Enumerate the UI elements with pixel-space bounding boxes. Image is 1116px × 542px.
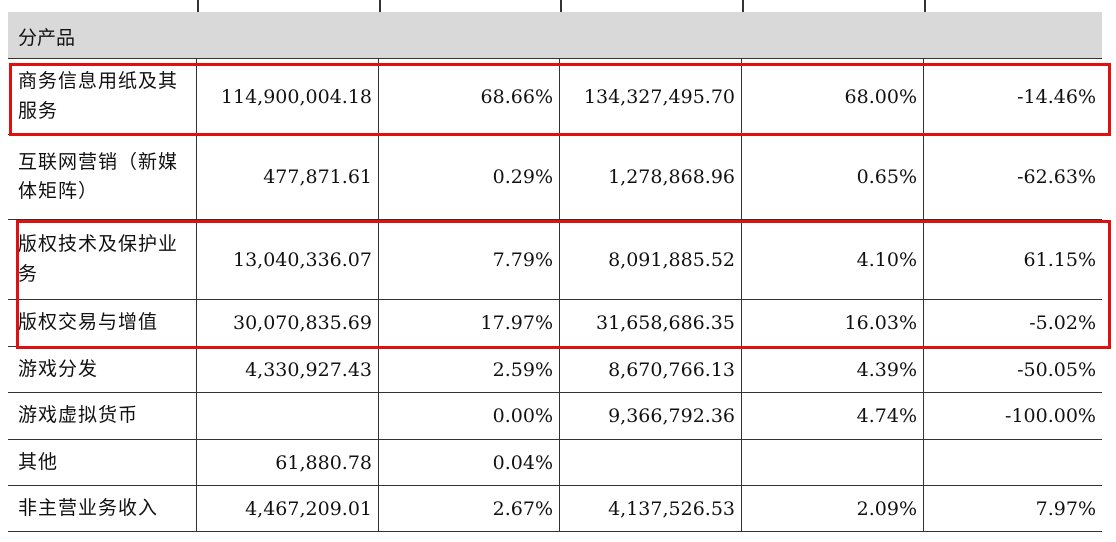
current-amount [197,393,379,439]
row-label: 商务信息用纸及其服务 [8,59,197,134]
column-divider [560,0,562,12]
prior-amount: 8,670,766.13 [560,347,742,392]
column-divider [379,0,381,12]
current-share: 0.00% [379,393,560,439]
table-row: 非主营业务收入 4,467,209.01 2.67% 4,137,526.53 … [8,486,1102,532]
table-row: 版权交易与增值 30,070,835.69 17.97% 31,658,686.… [8,300,1102,347]
prior-share: 68.00% [742,59,924,134]
change-rate [924,440,1102,485]
current-share: 2.59% [379,347,560,392]
row-label: 互联网营销（新媒体矩阵） [8,135,197,219]
row-label: 游戏虚拟货币 [8,393,197,439]
prior-share: 0.65% [742,135,924,219]
current-share: 0.29% [379,135,560,219]
prior-amount: 31,658,686.35 [560,300,742,346]
change-rate: -5.02% [1029,312,1096,334]
column-divider [197,0,199,12]
row-label: 版权技术及保护业务 [8,220,197,299]
prior-amount: 8,091,885.52 [560,220,742,299]
change-rate: 61.15% [1023,248,1096,271]
row-label: 游戏分发 [8,347,197,392]
prior-amount: 134,327,495.70 [560,59,742,134]
current-amount: 114,900,004.18 [197,59,379,134]
prior-share [742,440,924,485]
current-share: 0.04% [379,440,560,485]
current-share: 68.66% [379,59,560,134]
prior-amount: 1,278,868.96 [560,135,742,219]
prior-share: 16.03% [742,300,924,346]
section-header: 分产品 [8,12,1102,59]
change-rate: -62.63% [1017,166,1096,188]
current-amount: 4,330,927.43 [197,347,379,392]
section-label: 分产品 [18,27,76,49]
row-label: 版权交易与增值 [8,300,197,346]
change-rate: 7.97% [1035,497,1096,520]
row-label: 其他 [8,440,197,485]
prior-share: 4.74% [742,393,924,439]
table-row: 商务信息用纸及其服务 114,900,004.18 68.66% 134,327… [8,59,1102,135]
current-share: 17.97% [379,300,560,346]
table-row: 其他 61,880.78 0.04% [8,440,1102,486]
prior-share: 4.39% [742,347,924,392]
column-divider [924,0,926,12]
prior-share: 4.10% [742,220,924,299]
current-share: 7.79% [379,220,560,299]
table-row: 互联网营销（新媒体矩阵） 477,871.61 0.29% 1,278,868.… [8,135,1102,220]
current-amount: 13,040,336.07 [197,220,379,299]
change-rate: -100.00% [1005,405,1096,427]
table-row: 版权技术及保护业务 13,040,336.07 7.79% 8,091,885.… [8,220,1102,300]
current-amount: 477,871.61 [197,135,379,219]
prior-amount: 9,366,792.36 [560,393,742,439]
prior-amount [560,440,742,485]
current-amount: 30,070,835.69 [197,300,379,346]
prior-amount: 4,137,526.53 [560,486,742,531]
table-row: 游戏虚拟货币 0.00% 9,366,792.36 4.74% -100.00% [8,393,1102,440]
change-rate: -50.05% [1017,358,1096,381]
change-rate: -14.46% [1017,85,1096,108]
current-amount: 4,467,209.01 [197,486,379,531]
current-amount: 61,880.78 [197,440,379,485]
prior-share: 2.09% [742,486,924,531]
current-share: 2.67% [379,486,560,531]
row-label: 非主营业务收入 [8,486,197,531]
table-row: 游戏分发 4,330,927.43 2.59% 8,670,766.13 4.3… [8,347,1102,393]
column-divider [742,0,744,12]
